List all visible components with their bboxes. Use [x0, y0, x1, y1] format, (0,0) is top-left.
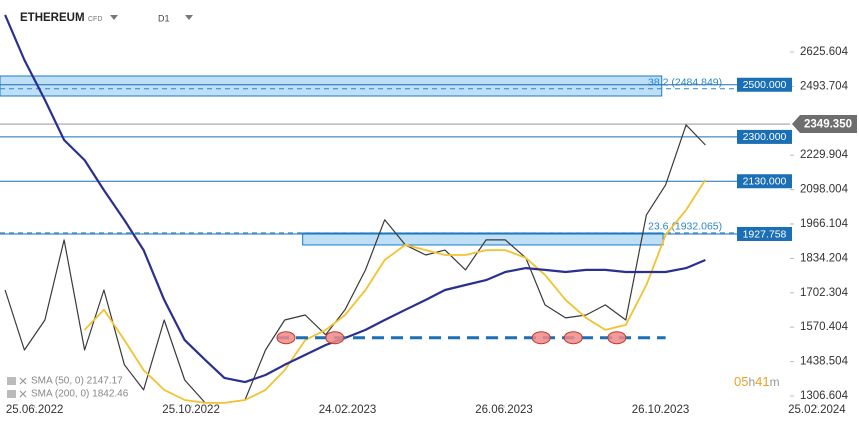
- y-tick-label: 2625.604: [800, 46, 849, 58]
- support-touch: [607, 331, 627, 345]
- legend-close: [19, 390, 27, 398]
- y-tick-label: 2098.004: [800, 184, 849, 196]
- y-tick-label: 1966.104: [800, 218, 849, 230]
- sma-line: [4, 14, 706, 384]
- level-label: 2130.000: [743, 176, 787, 188]
- countdown: 05h41m: [734, 374, 780, 389]
- support-touch: [325, 331, 345, 345]
- level-label: 1927.758: [743, 228, 787, 240]
- fib-label: 23.6 (1932.065): [648, 221, 722, 233]
- sma-line: [83, 179, 707, 404]
- support-touch: [563, 331, 583, 345]
- level-label: 2300.000: [743, 131, 787, 143]
- x-tick-label: 25.06.2022: [6, 404, 64, 416]
- legend-entry: SMA (200, 0) 1842.46: [31, 389, 129, 400]
- x-tick-label: 24.02.2023: [319, 404, 377, 416]
- countdown-part: 41: [755, 374, 769, 389]
- last-price-label: 2349.350: [804, 119, 852, 131]
- price-line: [4, 124, 706, 404]
- support-touch: [276, 331, 296, 345]
- y-tick-label: 1306.604: [800, 390, 849, 402]
- level-label: 2500.000: [743, 79, 787, 91]
- last-price-box: [792, 115, 857, 134]
- y-tick-label: 2229.904: [800, 149, 849, 161]
- zone: [0, 75, 663, 97]
- chart-title: ETHEREUM: [20, 12, 85, 24]
- support-touch: [531, 331, 551, 345]
- x-tick-label: 25.10.2022: [162, 404, 220, 416]
- x-tick-label: 26.10.2023: [632, 404, 690, 416]
- countdown-part: m: [770, 375, 780, 389]
- legend-entry: SMA (50, 0) 2147.17: [31, 376, 123, 387]
- level-label-box: [737, 77, 792, 92]
- level-label-box: [737, 226, 792, 241]
- y-tick-label: 1570.404: [800, 321, 849, 333]
- dropdown-arrow[interactable]: [110, 15, 118, 20]
- legend-close: [19, 377, 27, 385]
- y-tick-label: 1438.504: [800, 356, 849, 368]
- level-label-box: [737, 129, 792, 144]
- y-tick-label: 2493.704: [800, 80, 849, 92]
- x-tick-label: 25.02.2024: [788, 404, 846, 416]
- chart-subtitle: CFD: [88, 16, 102, 23]
- timeframe[interactable]: D1: [158, 13, 170, 23]
- y-tick-label: 1702.304: [800, 287, 849, 299]
- countdown-part: 05: [734, 374, 748, 389]
- x-tick-label: 26.06.2023: [475, 404, 533, 416]
- zone: [302, 232, 664, 246]
- countdown-part: h: [748, 375, 755, 389]
- legend-icon: [7, 390, 16, 398]
- fib-label: 38.2 (2484.849): [648, 76, 722, 88]
- y-tick-label: 1834.204: [800, 252, 849, 264]
- level-label-box: [737, 174, 792, 189]
- legend-icon: [7, 377, 16, 385]
- dropdown-arrow[interactable]: [185, 15, 193, 20]
